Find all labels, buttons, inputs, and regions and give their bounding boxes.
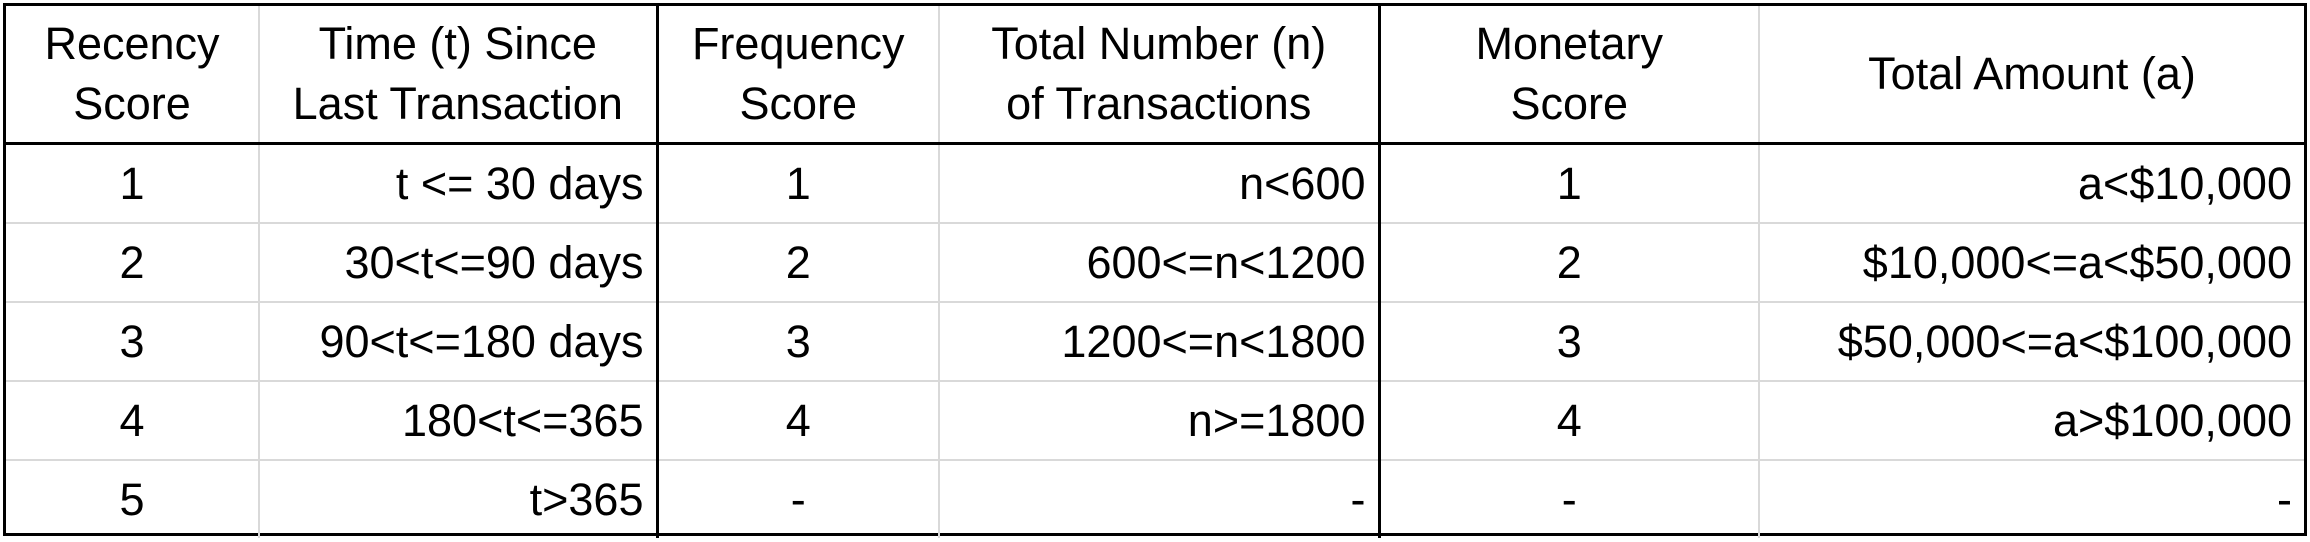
monetary-score-cell: 3 [1377,301,1759,381]
header-total-number-of-transactions: Total Number (n) of Transactions [938,6,1379,145]
table-row: 3 90<t<=180 days 3 1200<=n<1800 3 $50,00… [6,301,2304,381]
time-since-cell: 180<t<=365 [258,380,657,460]
monetary-score-cell: 4 [1377,380,1759,460]
header-row: Recency Score Time (t) Since Last Transact… [6,6,2304,145]
total-amount-cell: $10,000<=a<$50,000 [1758,222,2304,302]
table-row: 2 30<t<=90 days 2 600<=n<1200 2 $10,000<… [6,222,2304,302]
time-since-cell: 30<t<=90 days [258,222,657,302]
transaction-count-cell: - [938,459,1379,538]
frequency-score-cell: 3 [655,301,939,381]
transaction-count-cell: 1200<=n<1800 [938,301,1379,381]
time-since-cell: t <= 30 days [258,142,657,223]
frequency-score-cell: 4 [655,380,939,460]
monetary-score-cell: 1 [1377,142,1759,223]
rfm-score-table: Recency Score Time (t) Since Last Transact… [6,6,2304,538]
rfm-score-table-frame: Recency Score Time (t) Since Last Transact… [3,3,2307,538]
frequency-score-cell: 2 [655,222,939,302]
time-since-cell: t>365 [258,459,657,538]
header-recency-score: Recency Score [6,6,259,145]
header-total-amount: Total Amount (a) [1758,6,2304,145]
transaction-count-cell: n>=1800 [938,380,1379,460]
table-row: 4 180<t<=365 4 n>=1800 4 a>$100,000 [6,380,2304,460]
header-frequency-score: Frequency Score [655,6,939,145]
table-row: 1 t <= 30 days 1 n<600 1 a<$10,000 [6,142,2304,223]
transaction-count-cell: 600<=n<1200 [938,222,1379,302]
recency-score-cell: 2 [6,222,259,302]
frequency-score-cell: - [655,459,939,538]
recency-score-cell: 4 [6,380,259,460]
header-monetary-score: Monetary Score [1377,6,1759,145]
total-amount-cell: $50,000<=a<$100,000 [1758,301,2304,381]
total-amount-cell: - [1758,459,2304,538]
recency-score-cell: 1 [6,142,259,223]
frequency-score-cell: 1 [655,142,939,223]
recency-score-cell: 5 [6,459,259,538]
time-since-cell: 90<t<=180 days [258,301,657,381]
monetary-score-cell: - [1377,459,1759,538]
total-amount-cell: a<$10,000 [1758,142,2304,223]
transaction-count-cell: n<600 [938,142,1379,223]
header-time-since-last-transaction: Time (t) Since Last Transaction [258,6,657,145]
recency-score-cell: 3 [6,301,259,381]
total-amount-cell: a>$100,000 [1758,380,2304,460]
monetary-score-cell: 2 [1377,222,1759,302]
table-row: 5 t>365 - - - - [6,459,2304,538]
